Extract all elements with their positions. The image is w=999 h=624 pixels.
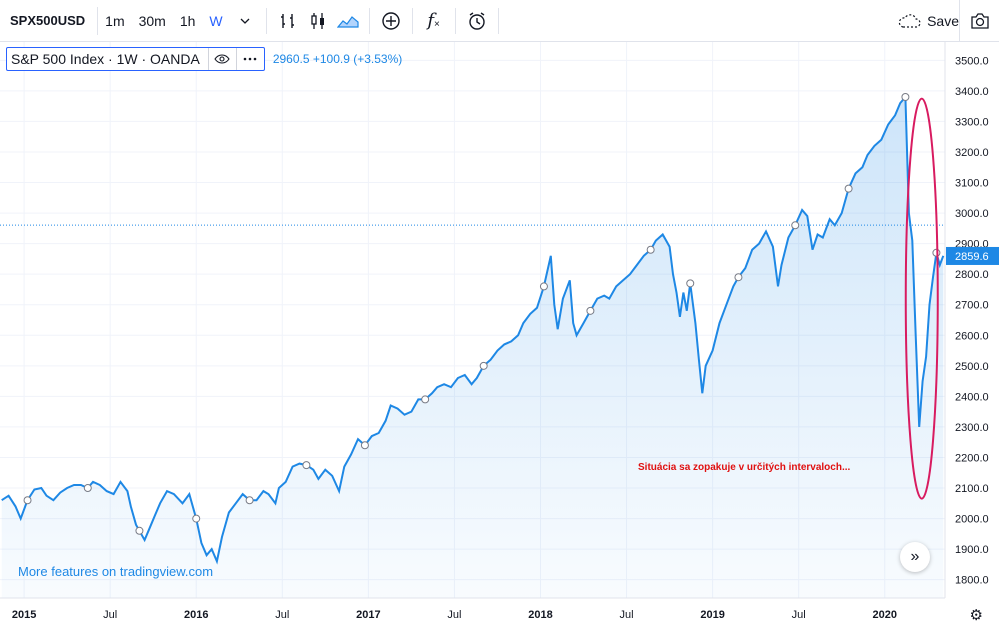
fx-label: f bbox=[427, 10, 435, 31]
time-tick-label: 2015 bbox=[12, 609, 36, 621]
symbol-search[interactable]: SPX500USD bbox=[0, 6, 99, 35]
time-tick-label: 2016 bbox=[184, 609, 208, 621]
price-chart[interactable]: 1800.0 1900.0 2000.0 2100.0 2200.0 2300.0 2400… bbox=[0, 42, 999, 624]
time-tick-label: 2018 bbox=[528, 609, 552, 621]
event-marker[interactable] bbox=[479, 361, 488, 370]
price-line bbox=[1, 94, 945, 565]
more-options-icon[interactable] bbox=[235, 48, 264, 70]
event-marker[interactable] bbox=[23, 496, 32, 505]
timeframe-w[interactable]: W bbox=[209, 12, 223, 29]
event-marker[interactable] bbox=[686, 279, 695, 288]
price-tick-label: 2500.0 bbox=[955, 361, 989, 373]
top-toolbar: SPX500USD 1m 30m 1h W f × Save bbox=[0, 0, 999, 42]
event-marker[interactable] bbox=[302, 461, 311, 470]
time-tick-label: Jul bbox=[792, 609, 806, 621]
event-marker[interactable] bbox=[421, 395, 430, 404]
eye-icon[interactable] bbox=[207, 48, 236, 70]
event-marker[interactable] bbox=[192, 514, 201, 523]
price-tick-label: 1900.0 bbox=[955, 544, 989, 556]
price-axis[interactable]: 1800.0 1900.0 2000.0 2100.0 2200.0 2300.0 2400… bbox=[944, 42, 999, 624]
price-tick-label: 2700.0 bbox=[955, 300, 989, 312]
price-tick-label: 3200.0 bbox=[955, 147, 989, 159]
highlight-ellipse[interactable] bbox=[904, 97, 939, 500]
event-marker[interactable] bbox=[360, 441, 369, 450]
candlestick-icon[interactable] bbox=[303, 0, 333, 42]
fx-sub: × bbox=[434, 19, 440, 30]
chevron-down-icon[interactable] bbox=[230, 0, 260, 42]
event-marker[interactable] bbox=[135, 526, 144, 535]
toolbar-divider bbox=[454, 7, 456, 34]
bar-chart-type-icon[interactable] bbox=[273, 0, 303, 42]
double-chevron-right-icon: » bbox=[910, 548, 920, 565]
price-tick-label: 3000.0 bbox=[955, 208, 989, 220]
price-tick-label: 2800.0 bbox=[955, 269, 989, 281]
last-price-label: 2859.6 bbox=[955, 251, 989, 263]
indicators-fx-icon[interactable]: f × bbox=[419, 0, 449, 42]
save-label: Save bbox=[927, 13, 959, 29]
price-tick-label: 2300.0 bbox=[955, 422, 989, 434]
toolbar-divider bbox=[368, 7, 370, 34]
event-marker[interactable] bbox=[844, 184, 853, 193]
event-marker[interactable] bbox=[901, 92, 910, 101]
timeframe-30m[interactable]: 30m bbox=[138, 12, 166, 29]
time-tick-label: 2017 bbox=[356, 609, 380, 621]
save-button[interactable]: Save bbox=[897, 0, 959, 42]
price-tick-label: 3500.0 bbox=[955, 55, 989, 67]
alert-clock-icon[interactable] bbox=[462, 0, 492, 42]
event-marker[interactable] bbox=[646, 245, 655, 254]
price-tick-label: 3300.0 bbox=[955, 116, 989, 128]
event-marker[interactable] bbox=[791, 221, 800, 230]
time-axis-bg bbox=[0, 598, 999, 624]
event-marker[interactable] bbox=[539, 282, 548, 291]
scroll-to-realtime-button[interactable]: » bbox=[900, 542, 930, 572]
price-tick-label: 2600.0 bbox=[955, 330, 989, 342]
event-marker[interactable] bbox=[83, 484, 92, 493]
time-tick-label: Jul bbox=[447, 609, 461, 621]
time-tick-label: Jul bbox=[103, 609, 117, 621]
time-tick-label: 2020 bbox=[873, 609, 897, 621]
time-tick-label: 2019 bbox=[700, 609, 724, 621]
price-tick-label: 2400.0 bbox=[955, 391, 989, 403]
event-marker[interactable] bbox=[734, 273, 743, 282]
price-tick-label: 2000.0 bbox=[955, 514, 989, 526]
toolbar-divider bbox=[265, 7, 267, 34]
price-axis-bg bbox=[945, 42, 999, 624]
price-area bbox=[1, 97, 944, 598]
toolbar-divider bbox=[497, 7, 499, 34]
camera-icon[interactable] bbox=[959, 0, 999, 42]
event-marker[interactable] bbox=[245, 496, 254, 505]
time-axis[interactable]: 2015 Jul 2016 Jul 2017 Jul 2018 Jul 2019 Jul 2020 bbox=[0, 597, 999, 624]
timeframe-1m[interactable]: 1m bbox=[105, 12, 125, 29]
legend-values: 2960.5 +100.9 (+3.53%) bbox=[272, 52, 403, 66]
area-chart-icon[interactable] bbox=[333, 0, 363, 42]
last-price-badge bbox=[946, 246, 999, 265]
watermark-link[interactable]: More features on tradingview.com bbox=[18, 564, 214, 579]
toolbar-divider bbox=[411, 7, 413, 34]
gear-icon[interactable]: ⚙ bbox=[969, 607, 983, 624]
legend-box[interactable]: S&P 500 Index · 1W · OANDA bbox=[6, 47, 265, 71]
price-tick-label: 2100.0 bbox=[955, 483, 989, 495]
annotation-text[interactable]: Situácia sa zopakuje v určitých interval… bbox=[638, 462, 851, 473]
event-marker[interactable] bbox=[586, 306, 595, 315]
price-tick-label: 3100.0 bbox=[955, 178, 989, 190]
time-tick-label: Jul bbox=[620, 609, 634, 621]
price-tick-label: 2200.0 bbox=[955, 452, 989, 464]
price-tick-label: 1800.0 bbox=[955, 575, 989, 587]
event-markers bbox=[23, 92, 941, 535]
time-tick-label: Jul bbox=[275, 609, 289, 621]
add-compare-icon[interactable] bbox=[376, 0, 406, 42]
cloud-icon bbox=[898, 14, 921, 28]
price-tick-label: 3400.0 bbox=[955, 86, 989, 98]
timeframe-1h[interactable]: 1h bbox=[179, 12, 196, 29]
series-legend: S&P 500 Index · 1W · OANDA 2960.5 +100.9… bbox=[6, 47, 402, 71]
legend-title: S&P 500 Index · 1W · OANDA bbox=[11, 51, 200, 67]
